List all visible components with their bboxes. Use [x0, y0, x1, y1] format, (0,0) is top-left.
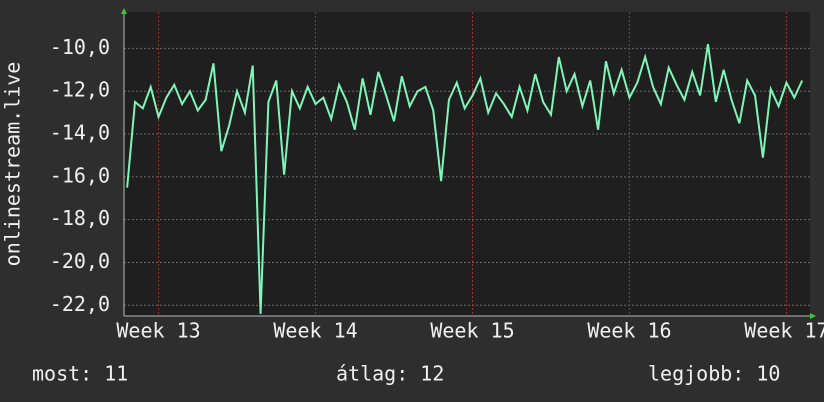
x-tick-label: Week 14 [273, 319, 357, 343]
plot-area [124, 12, 810, 316]
y-tick-label: -14,0 [50, 121, 110, 145]
y-tick-label: -20,0 [50, 249, 110, 273]
x-tick-label: Week 13 [116, 319, 200, 343]
y-tick-label: -12,0 [50, 78, 110, 102]
data-line [126, 43, 804, 314]
y-tick-label: -22,0 [50, 292, 110, 316]
stat-current: most: 11 [32, 362, 128, 386]
axis-arrow [121, 8, 127, 14]
x-tick-label: Week 16 [587, 319, 671, 343]
stat-average: átlag: 12 [336, 362, 444, 386]
y-axis-label: onlinestream.live [1, 62, 25, 267]
y-tick-label: -18,0 [50, 206, 110, 230]
x-tick-label: Week 15 [430, 319, 514, 343]
axis-arrow [810, 313, 816, 319]
x-tick-label: Week 17 [744, 319, 824, 343]
y-tick-label: -16,0 [50, 163, 110, 187]
y-tick-label: -10,0 [50, 35, 110, 59]
stat-best: legjobb: 10 [648, 362, 780, 386]
